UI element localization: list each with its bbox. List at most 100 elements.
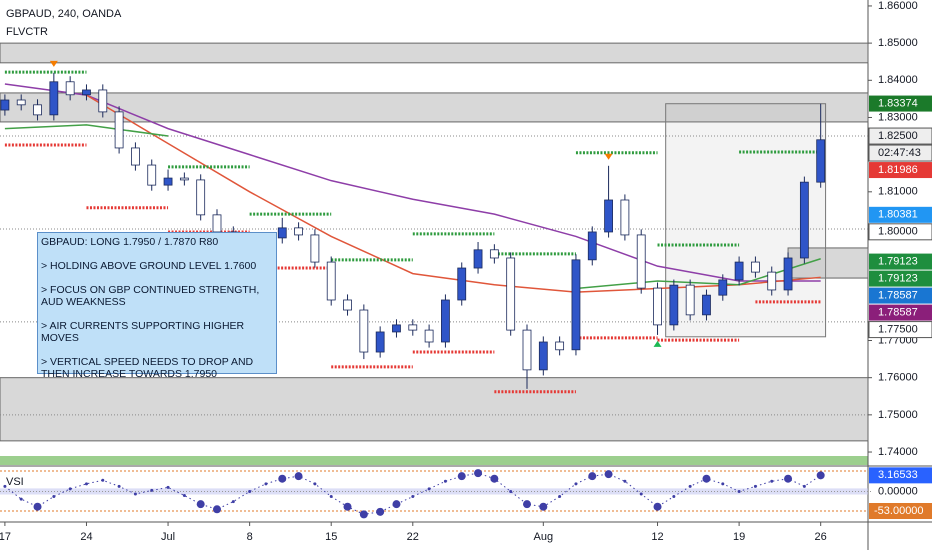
candle-body: [310, 234, 320, 263]
price-badge: [868, 144, 932, 162]
candle-body: [212, 214, 222, 233]
price-badge-label: 1.78587: [878, 306, 918, 318]
price-badge-label: 02:47:43: [878, 147, 921, 159]
candle-body: [473, 249, 483, 269]
candle-body: [751, 261, 760, 273]
candle-body: [33, 104, 42, 116]
x-tick-label: 17: [0, 531, 11, 543]
vsi-dot: [474, 469, 483, 478]
candle-body: [375, 331, 385, 353]
vsi-dot: [523, 500, 531, 509]
price-badge: [869, 95, 932, 112]
indicator-title: VSI: [6, 476, 24, 488]
vsi-dot: [770, 479, 774, 483]
vsi-lower-badge: [869, 503, 932, 519]
note-line: > FOCUS ON GBP CONTINUED STRENGTH, AUD W…: [41, 284, 260, 308]
vsi-dot: [150, 488, 154, 492]
candle-body: [799, 181, 809, 259]
price-badge: [868, 321, 932, 339]
price-badge-label: 1.78587: [878, 289, 918, 301]
vsi-dot: [313, 482, 317, 486]
y-tick-label: 1.86000: [878, 0, 918, 12]
price-badge: [869, 270, 932, 287]
vsi-dot: [392, 500, 401, 509]
x-tick-label: Jul: [161, 531, 175, 543]
vsi-dot: [117, 484, 121, 488]
symbol: GBPAUD, 240, OANDA: [6, 8, 122, 20]
vsi-dot: [721, 482, 725, 486]
vsi-dot: [443, 479, 447, 483]
candle-body: [555, 341, 565, 351]
candle-body: [702, 294, 711, 316]
candle-body: [636, 234, 646, 289]
note-box: GBPAUD: LONG 1.7950 / 1.7870 R80 > HOLDIN…: [37, 232, 277, 380]
note-line: > AIR CURRENTS SUPPORTING HIGHER MOVES: [41, 320, 245, 344]
price-badge-label: 1.79123: [878, 272, 918, 284]
candle-body: [522, 329, 532, 371]
vsi-dot: [558, 495, 562, 499]
candle-body: [16, 99, 26, 106]
price-badge: [869, 287, 932, 304]
candle-body: [196, 179, 206, 216]
vsi-dot: [359, 510, 368, 519]
note-line: GBPAUD: LONG 1.7950 / 1.7870 R80: [41, 236, 219, 248]
vsi-dot: [539, 502, 548, 511]
vsi-dot: [101, 478, 105, 482]
candle-body: [653, 287, 662, 326]
zone: [0, 42, 869, 64]
candle-body: [277, 227, 287, 239]
price-badge: [869, 253, 932, 270]
vsi-dot: [639, 492, 643, 496]
vsi-tick-label: 0.00000: [878, 485, 918, 497]
vsi-badge-label: 3.16533: [878, 469, 918, 481]
candle-body: [0, 99, 10, 111]
vsi-dot: [702, 474, 711, 483]
x-tick-label: Aug: [534, 531, 554, 543]
candle-body: [49, 81, 59, 116]
candle-body: [669, 284, 679, 326]
vsi-dot: [604, 470, 613, 479]
y-tick-label: 1.75000: [878, 409, 918, 421]
candle-body: [538, 341, 548, 371]
price-badge-label: 1.80381: [878, 209, 918, 221]
vsi-dot: [264, 482, 268, 486]
vsi-dot: [84, 482, 88, 486]
vsi-dot: [816, 471, 825, 480]
vsi-dot: [68, 487, 72, 491]
candle-body: [147, 164, 157, 186]
x-tick-label: 12: [651, 531, 663, 543]
x-tick-label: 8: [247, 531, 253, 543]
x-tick-label: 24: [80, 531, 92, 543]
y-tick-label: 1.76000: [878, 372, 918, 384]
vsi-dot: [182, 494, 186, 498]
price-badge-label: 1.80000: [878, 226, 918, 238]
vsi-dot: [509, 489, 513, 493]
candle-body: [294, 227, 303, 236]
price-badge-label: 1.82500: [878, 130, 918, 142]
vsi-dot: [343, 502, 352, 511]
vsi-dot: [133, 492, 137, 496]
signal-arrow: [653, 340, 662, 347]
x-tick-label: 22: [407, 531, 419, 543]
price-badge-label: 1.79123: [878, 255, 918, 267]
candle-body: [767, 271, 777, 291]
moving-average: [4, 124, 821, 290]
zone: [0, 377, 869, 442]
vsi-dot: [623, 479, 627, 483]
candle-body: [783, 257, 793, 291]
candle-body: [489, 249, 499, 259]
y-tick-label: 1.81000: [878, 186, 918, 198]
x-tick-label: 15: [325, 531, 337, 543]
vsi-dot: [52, 495, 56, 499]
price-badge-label: 1.83374: [878, 97, 918, 109]
candle-body: [114, 111, 124, 149]
vsi-dot: [457, 472, 466, 481]
y-tick-label: 1.84000: [878, 74, 918, 86]
vsi-dot: [574, 482, 578, 486]
vsi-dot: [672, 495, 676, 499]
vsi-dot: [588, 472, 597, 481]
moving-average: [86, 94, 821, 293]
vsi-dot: [376, 507, 385, 516]
